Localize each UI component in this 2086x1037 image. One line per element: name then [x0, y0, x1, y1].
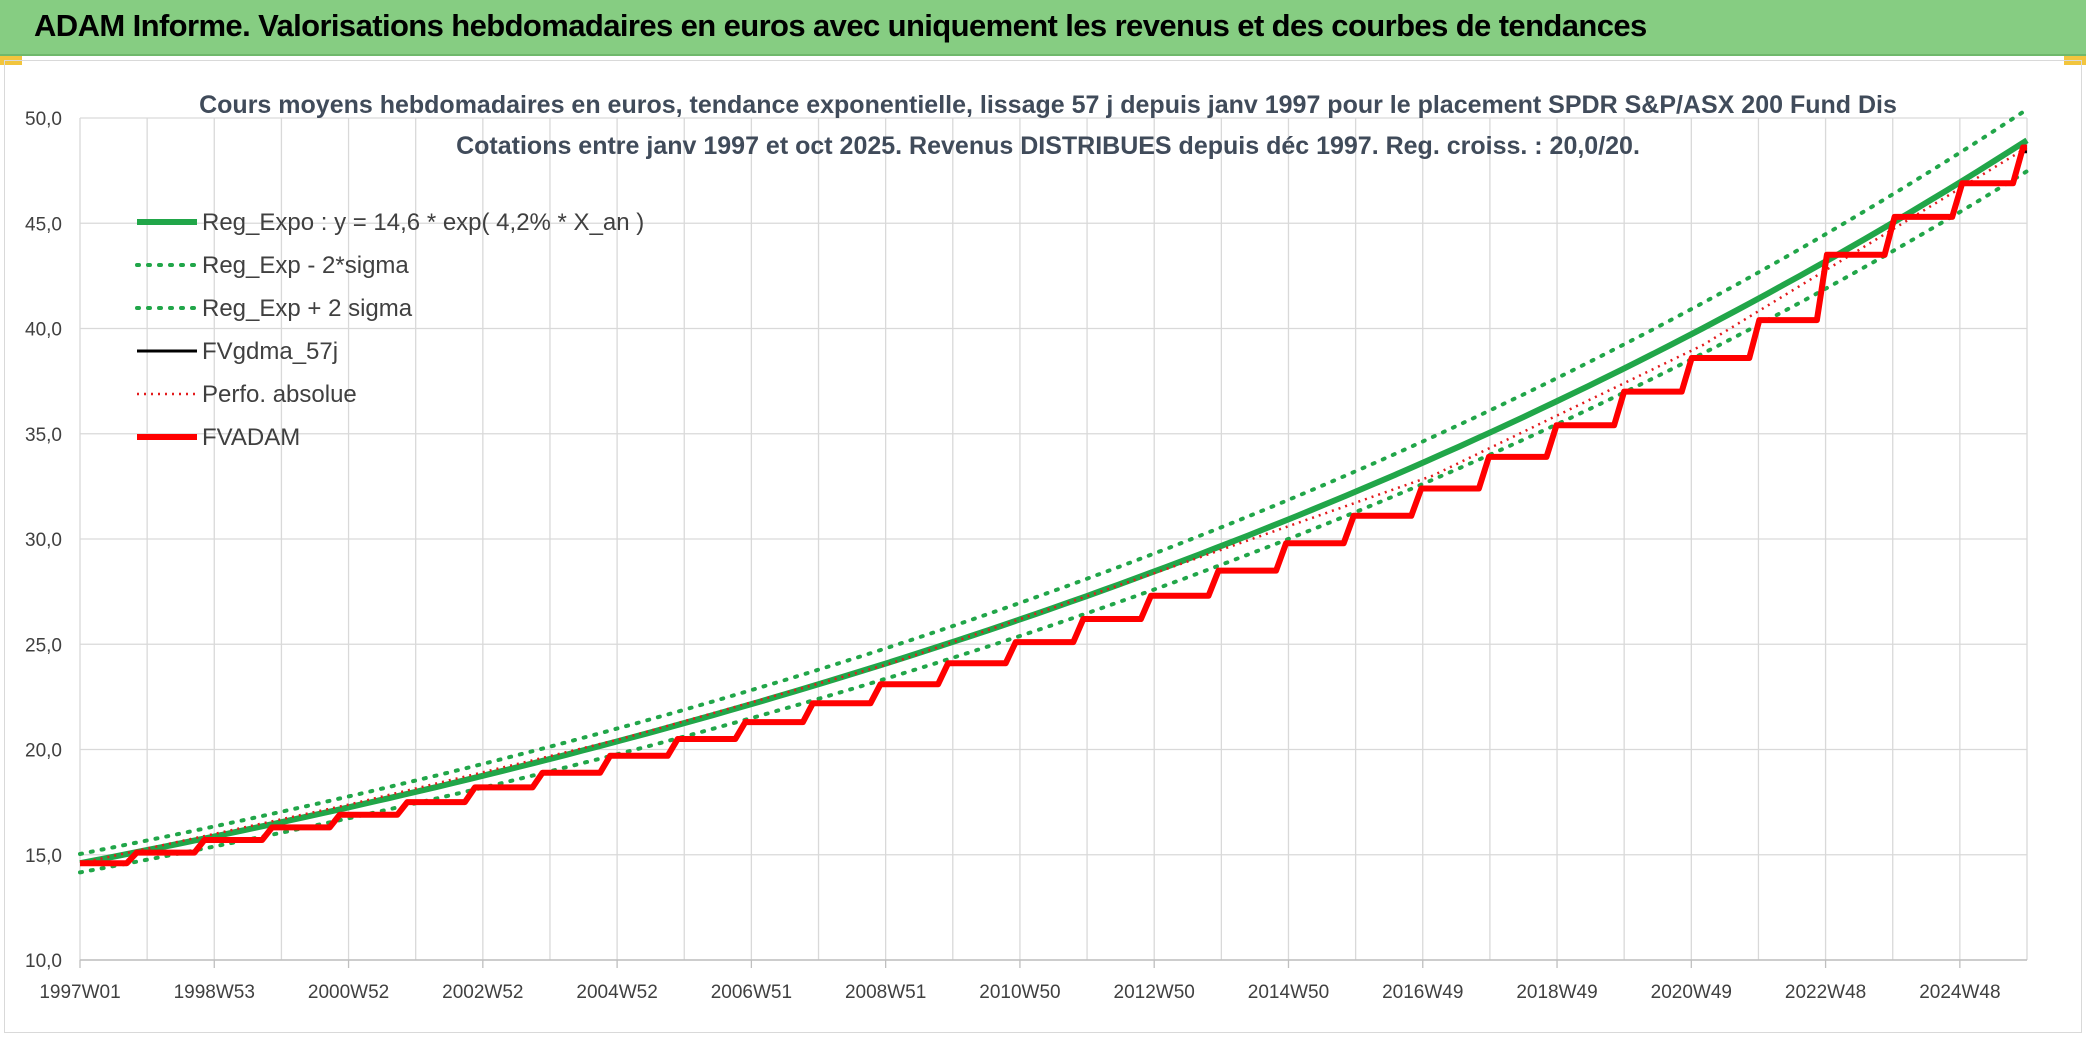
y-tick-label: 35,0 — [25, 425, 62, 446]
x-tick-label: 2014W50 — [1248, 982, 1329, 1003]
y-tick-label: 15,0 — [25, 846, 62, 867]
y-tick-label: 40,0 — [25, 320, 62, 341]
legend-entry-label: FVADAM — [202, 424, 300, 451]
header-bar: ADAM Informe. Valorisations hebdomadaire… — [0, 0, 2086, 56]
x-tick-label: 2022W48 — [1785, 982, 1866, 1003]
y-tick-label: 10,0 — [25, 951, 62, 972]
x-tick-label: 2018W49 — [1516, 982, 1597, 1003]
series-perfo-absolue — [79, 146, 2028, 865]
legend: Reg_Expo : y = 14,6 * exp( 4,2% * X_an )… — [135, 209, 644, 451]
legend-entry-label: FVgdma_57j — [202, 338, 338, 365]
legend-entry-label: Reg_Expo : y = 14,6 * exp( 4,2% * X_an ) — [202, 209, 644, 236]
x-tick-label: 2012W50 — [1114, 982, 1195, 1003]
x-tick-label: 2010W50 — [979, 982, 1060, 1003]
series-fvadam — [80, 144, 2027, 867]
y-tick-label: 20,0 — [25, 741, 62, 762]
y-tick-label: 25,0 — [25, 635, 62, 656]
x-tick-label: 2024W48 — [1919, 982, 2000, 1003]
x-tick-label: 2008W51 — [845, 982, 926, 1003]
x-tick-label: 2004W52 — [576, 982, 657, 1003]
x-tick-label: 1997W01 — [39, 982, 120, 1003]
axes: 10,0 15,0 20,0 25,0 30,0 35,0 40,0 45,0 50,0 1997… — [25, 109, 2027, 1003]
series-layer — [78, 107, 2029, 875]
y-tick-label: 30,0 — [25, 530, 62, 551]
legend-entry-label: Perfo. absolue — [202, 381, 357, 408]
chart-frame — [4, 60, 2082, 1033]
legend-entry-label: Reg_Exp - 2*sigma — [202, 252, 409, 279]
series-reg-expo — [79, 137, 2029, 867]
x-tick-label: 2016W49 — [1382, 982, 1463, 1003]
series-reg-plus-2sigma — [78, 107, 2029, 856]
x-tick-label: 1998W53 — [174, 982, 255, 1003]
legend-entry-label: Reg_Exp + 2 sigma — [202, 295, 413, 322]
grid — [79, 117, 2028, 961]
x-tick-label: 2020W49 — [1651, 982, 1732, 1003]
page-title: ADAM Informe. Valorisations hebdomadaire… — [34, 8, 1647, 43]
y-tick-label: 45,0 — [25, 214, 62, 235]
chart-subtitle: Cotations entre janv 1997 et oct 2025. R… — [456, 132, 1640, 160]
x-tick-label: 2000W52 — [308, 982, 389, 1003]
x-tick-label: 2002W52 — [442, 982, 523, 1003]
x-tick-label: 2006W51 — [711, 982, 792, 1003]
y-tick-label: 50,0 — [25, 109, 62, 130]
chart-title: Cours moyens hebdomadaires en euros, ten… — [199, 91, 1897, 119]
